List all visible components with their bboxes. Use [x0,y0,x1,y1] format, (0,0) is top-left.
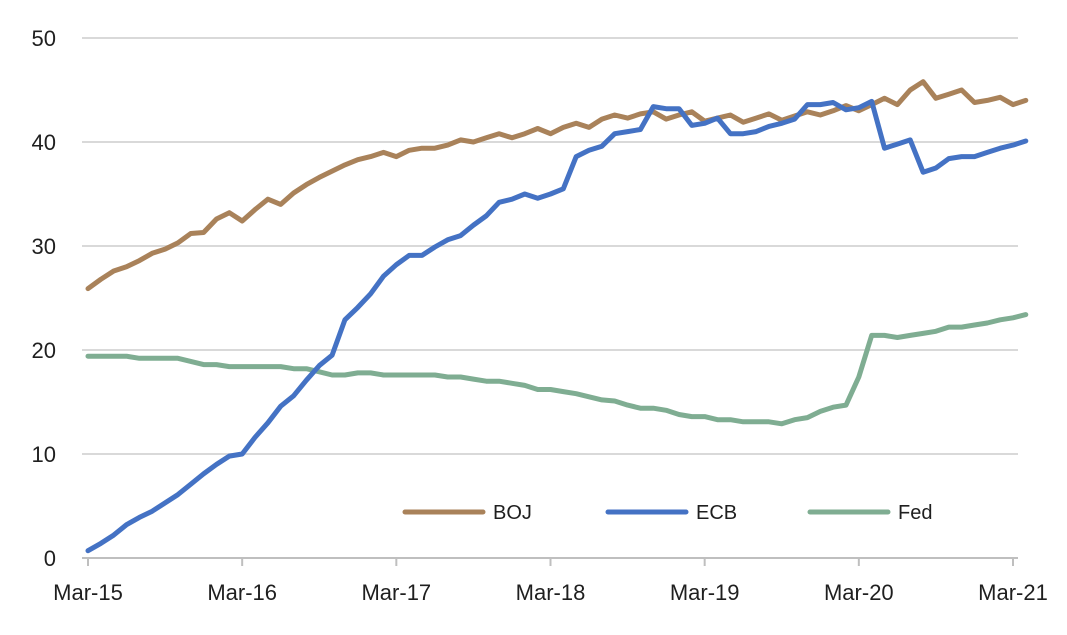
legend-label-boj: BOJ [493,502,532,524]
x-tick-label: Mar-18 [516,580,586,605]
x-tick-label: Mar-19 [670,580,740,605]
x-axis-tick-labels: Mar-15 Mar-16 Mar-17 Mar-18 Mar-19 Mar-20 Mar-… [53,580,1048,605]
legend: BOJ ECB Fed [402,502,932,524]
x-tick-label: Mar-21 [978,580,1048,605]
x-tick-label: Mar-15 [53,580,123,605]
y-tick-label: 0 [44,546,56,571]
y-tick-label: 40 [32,130,56,155]
y-axis-tick-labels: 0 10 20 30 40 50 [32,26,56,571]
x-axis [82,557,1018,566]
x-tick-label: Mar-20 [824,580,894,605]
series-line-fed [85,312,1029,427]
x-tick-label: Mar-16 [207,580,277,605]
series-line-boj [85,79,1029,292]
legend-label-fed: Fed [898,502,932,524]
series-line-ecb [85,98,1029,554]
y-tick-label: 50 [32,26,56,51]
gridlines [82,37,1018,455]
y-tick-label: 20 [32,338,56,363]
data-series [85,79,1029,554]
y-tick-label: 10 [32,442,56,467]
legend-label-ecb: ECB [696,502,737,524]
y-tick-label: 30 [32,234,56,259]
x-tick-label: Mar-17 [361,580,431,605]
